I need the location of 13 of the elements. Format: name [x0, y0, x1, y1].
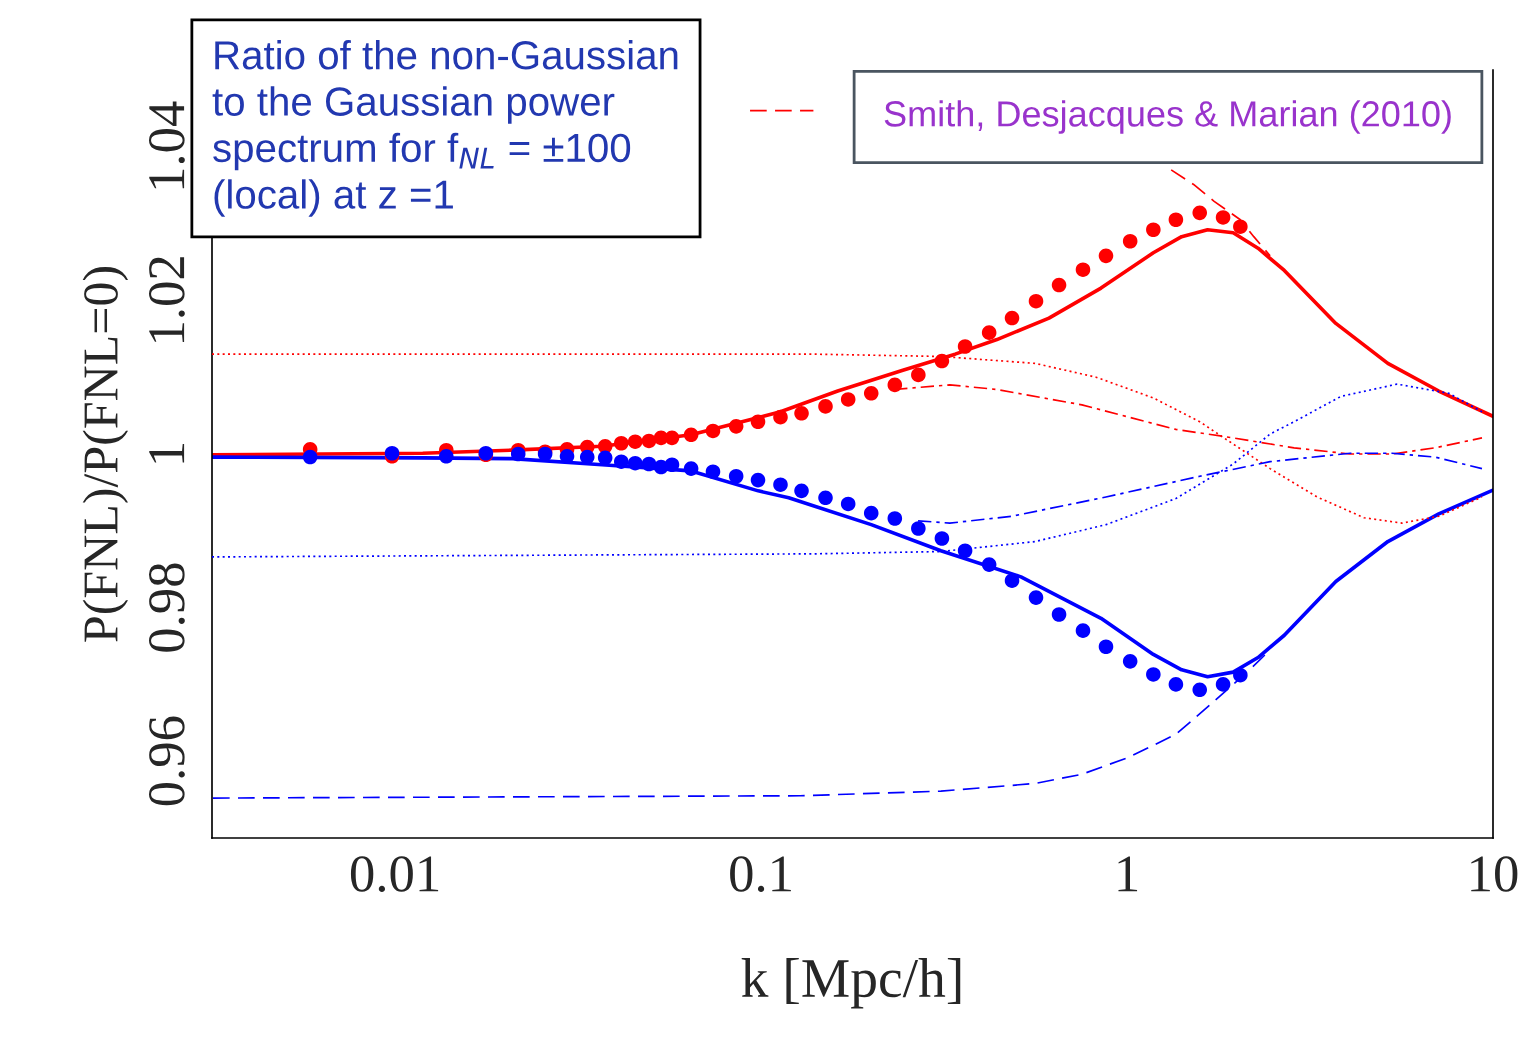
x-tick-label: 0.1	[730, 856, 791, 893]
y-axis-title: P(FNL)/P(FNL=0)	[82, 267, 129, 642]
y-tick-label: 0.98	[149, 563, 185, 652]
x-axis-title: k [Mpc/h]	[741, 958, 961, 1009]
y-tick-label: 0.96	[149, 716, 185, 806]
x-tick-label: 0.01	[350, 856, 439, 893]
y-tick-label: 1.04	[149, 101, 185, 189]
x-tick-label: 10	[1471, 856, 1518, 892]
y-tick-label: 1	[149, 443, 185, 463]
y-tick-label: 1.02	[149, 257, 185, 342]
x-tick-label: 1	[1118, 856, 1138, 892]
annotation: Smith, Desjacques & Marian (2010)	[884, 100, 1451, 134]
text: Ratio of the non-Gaussian to the Gaussian power spectrum for f$_{NL}$ = ±100 (local) at z =1	[212, 40, 678, 217]
